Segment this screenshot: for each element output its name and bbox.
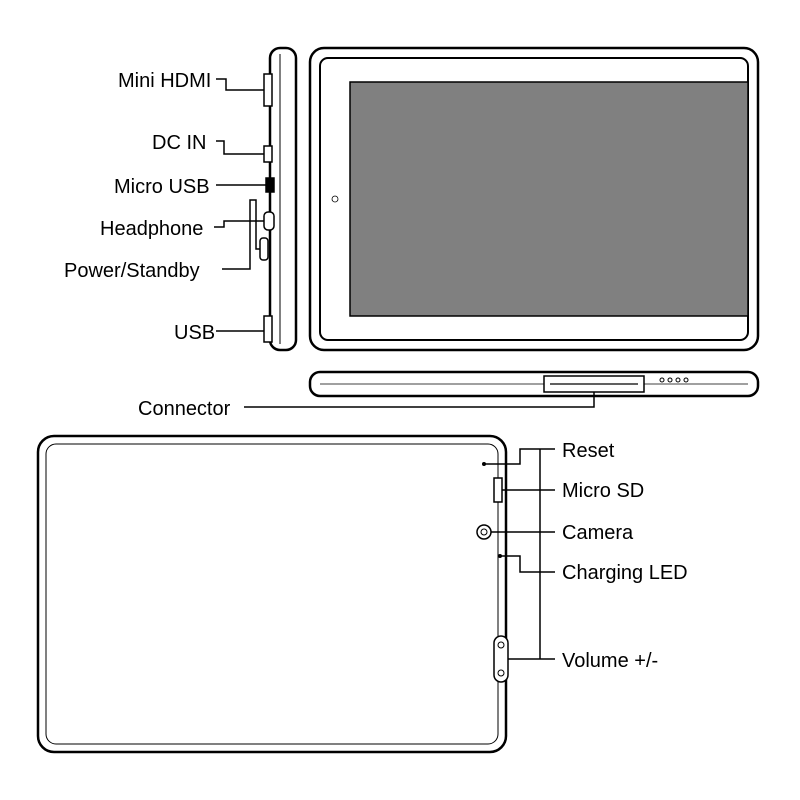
port-power <box>260 238 268 260</box>
label-micro-usb: Micro USB <box>114 176 210 199</box>
label-mini-hdmi: Mini HDMI <box>118 70 211 93</box>
label-camera: Camera <box>562 522 633 545</box>
side-profile <box>260 48 296 350</box>
tablet-front <box>310 48 758 350</box>
tablet-back <box>38 436 508 752</box>
label-usb: USB <box>174 322 215 345</box>
label-reset: Reset <box>562 440 614 463</box>
tablet-front-camera-dot <box>332 196 338 202</box>
port-headphone <box>264 212 274 230</box>
label-charging-led: Charging LED <box>562 562 688 585</box>
label-volume: Volume +/- <box>562 650 658 673</box>
label-power-standby: Power/Standby <box>64 260 200 283</box>
label-dc-in: DC IN <box>152 132 206 155</box>
port-micro-usb <box>266 178 274 192</box>
port-dc-in <box>264 146 272 162</box>
tablet-front-screen <box>350 82 748 316</box>
label-headphone: Headphone <box>100 218 203 241</box>
diagram-svg <box>0 0 800 800</box>
port-usb <box>264 316 272 342</box>
back-microsd <box>494 478 502 502</box>
back-volume <box>494 636 508 682</box>
label-micro-sd: Micro SD <box>562 480 644 503</box>
bottom-edge <box>310 372 758 396</box>
label-connector: Connector <box>138 398 230 421</box>
port-mini-hdmi <box>264 74 272 106</box>
